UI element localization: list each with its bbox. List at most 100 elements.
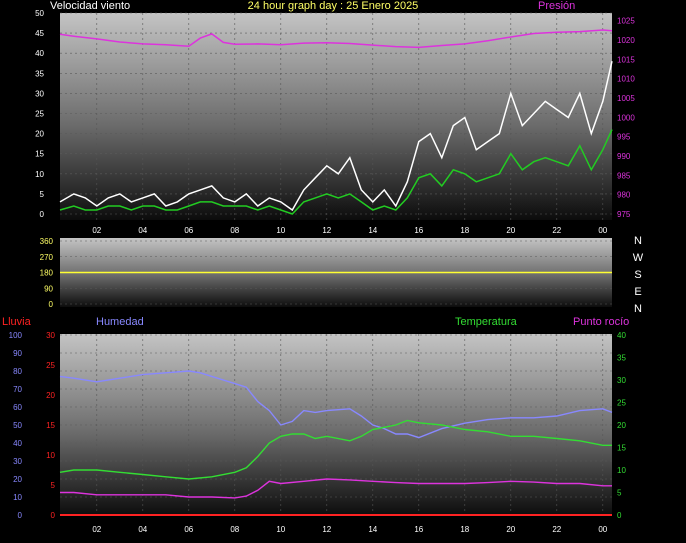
y-tick-label: 35 [35, 69, 44, 78]
x-tick-label: 10 [276, 525, 285, 534]
y2-tick-label: 1010 [617, 75, 635, 84]
humidity-tick-label: 50 [13, 421, 22, 430]
x-tick-label: 00 [598, 226, 607, 235]
x-tick-label: 20 [506, 226, 515, 235]
y-tick-label: 360 [40, 237, 54, 246]
humidity-tick-label: 70 [13, 385, 22, 394]
y2-tick-label: 985 [617, 171, 631, 180]
line-series-humidity [59, 370, 613, 439]
x-tick-label: 22 [552, 525, 561, 534]
x-tick-label: 02 [92, 226, 101, 235]
dewpoint-label: Punto rocío [573, 316, 629, 328]
y-tick-label: 45 [35, 29, 44, 38]
y2-tick-label: 995 [617, 133, 631, 142]
y-tick-label: 270 [40, 253, 54, 262]
y-tick-label: 20 [35, 130, 44, 139]
y2-tick-label: 1025 [617, 17, 635, 26]
y2-tick-label: 1020 [617, 36, 635, 45]
temperature-label: Temperatura [455, 316, 518, 328]
x-tick-label: 16 [414, 525, 423, 534]
x-tick-label: 06 [184, 525, 193, 534]
temperature-tick-label: 10 [617, 466, 626, 475]
humidity-tick-label: 90 [13, 349, 22, 358]
y-tick-label: 0 [49, 300, 54, 309]
x-tick-label: 12 [322, 226, 331, 235]
y2-tick-label: 1000 [617, 113, 635, 122]
humidity-tick-label: 10 [13, 493, 22, 502]
y2-tick-label: 980 [617, 191, 631, 200]
chart-title: 24 hour graph day : 25 Enero 2025 [248, 0, 419, 12]
line-series-pressure [59, 29, 613, 49]
rain-tick-label: 5 [51, 481, 56, 490]
x-tick-label: 12 [322, 525, 331, 534]
temperature-tick-label: 25 [617, 399, 626, 408]
rain-tick-label: 25 [46, 361, 55, 370]
line-series-temperature [59, 419, 612, 480]
humidity-temperature-panel: 0 10 20 30 40 50 60 70 80 90 100 0 5 10 15 20 25 30 0 5 10… [9, 331, 627, 534]
y2-tick-label: 1015 [617, 55, 635, 64]
x-tick-label: 04 [138, 525, 147, 534]
y-tick-label: 180 [40, 269, 54, 278]
rain-tick-label: 0 [51, 511, 56, 520]
pressure-label: Presión [538, 0, 575, 12]
x-tick-label: 18 [460, 525, 469, 534]
temperature-tick-label: 5 [617, 489, 622, 498]
x-tick-label: 06 [184, 226, 193, 235]
temperature-tick-label: 35 [617, 354, 626, 363]
line-series-wind_gust [59, 61, 613, 212]
y-tick-label: 90 [44, 284, 53, 293]
x-tick-label: 18 [460, 226, 469, 235]
line-series-dewpoint [60, 478, 612, 499]
y2-tick-label: 990 [617, 152, 631, 161]
y-tick-label: 25 [35, 110, 44, 119]
x-tick-label: 04 [138, 226, 147, 235]
temperature-tick-label: 0 [617, 511, 622, 520]
y2-tick-label: 975 [617, 210, 631, 219]
wind-speed-label: Velocidad viento [50, 0, 130, 12]
humidity-tick-label: 0 [18, 511, 23, 520]
rain-tick-label: 20 [46, 391, 55, 400]
x-tick-label: 02 [92, 525, 101, 534]
x-tick-label: 08 [230, 226, 239, 235]
wind-direction-panel: 360 270 180 90 0 [40, 237, 612, 309]
humidity-tick-label: 20 [13, 475, 22, 484]
rain-tick-label: 30 [46, 331, 55, 340]
compass-letter: N [634, 235, 642, 247]
compass-letter: W [633, 252, 644, 264]
y-tick-label: 40 [35, 49, 44, 58]
x-tick-label: 10 [276, 226, 285, 235]
wind-plot-area [60, 13, 612, 220]
compass-letter: S [634, 269, 641, 281]
y-tick-label: 10 [35, 170, 44, 179]
temperature-tick-label: 20 [617, 421, 626, 430]
temperature-tick-label: 30 [617, 376, 626, 385]
humidity-tick-label: 100 [9, 331, 23, 340]
x-tick-label: 16 [414, 226, 423, 235]
compass-letter: E [634, 286, 641, 298]
humidity-label: Humedad [96, 316, 144, 328]
humidity-tick-label: 80 [13, 367, 22, 376]
humidity-tick-label: 30 [13, 457, 22, 466]
rain-tick-label: 15 [46, 421, 55, 430]
compass-letter: N [634, 303, 642, 315]
y-tick-label: 15 [35, 150, 44, 159]
x-tick-label: 14 [368, 226, 377, 235]
line-series-wind_avg [59, 129, 613, 215]
y-tick-label: 5 [40, 190, 45, 199]
x-tick-label: 00 [598, 525, 607, 534]
x-tick-label: 08 [230, 525, 239, 534]
rain-tick-label: 10 [46, 451, 55, 460]
x-tick-label: 14 [368, 525, 377, 534]
y2-tick-label: 1005 [617, 94, 635, 103]
y-tick-label: 30 [35, 89, 44, 98]
x-tick-label: 20 [506, 525, 515, 534]
temperature-tick-label: 40 [617, 331, 626, 340]
humidity-tick-label: 40 [13, 439, 22, 448]
x-tick-label: 22 [552, 226, 561, 235]
rain-label: Lluvia [2, 316, 32, 328]
humidity-tick-label: 60 [13, 403, 22, 412]
y-tick-label: 0 [40, 210, 45, 219]
